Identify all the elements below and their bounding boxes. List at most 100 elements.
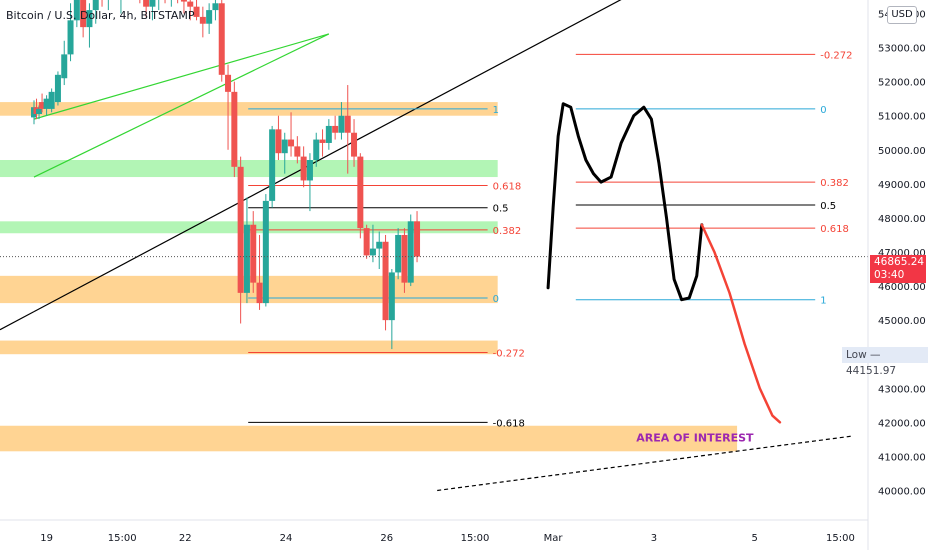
fib-0-label-4: 0 bbox=[493, 294, 499, 305]
candle-body-56 bbox=[382, 241, 389, 321]
price-tick-5: 49000.00 bbox=[878, 180, 926, 191]
candle-body-47 bbox=[325, 125, 332, 143]
candle-body-44 bbox=[306, 160, 313, 181]
price-tick-8: 46000.00 bbox=[878, 282, 926, 293]
last-price-value: 46865.24 bbox=[874, 256, 925, 268]
candle-body-50 bbox=[344, 115, 351, 133]
price-tick-4: 50000.00 bbox=[878, 146, 926, 157]
candle-body-57 bbox=[388, 272, 395, 321]
candle-body-34 bbox=[243, 224, 250, 293]
fib-0-label-2: 0.5 bbox=[493, 204, 509, 215]
fib-1-label-1: -0.272 bbox=[820, 50, 852, 61]
candle-body-49 bbox=[338, 115, 345, 133]
candle-body-24 bbox=[180, 0, 187, 2]
low-value: 44151.97 bbox=[846, 365, 897, 377]
time-tick-3: 24 bbox=[280, 533, 293, 544]
candle-body-46 bbox=[319, 139, 326, 143]
candle-body-28 bbox=[206, 10, 213, 24]
price-tick-12: 42000.00 bbox=[878, 418, 926, 429]
trendline-0-extension bbox=[0, 311, 35, 331]
candle-body-26 bbox=[193, 6, 200, 17]
candle-body-12 bbox=[92, 0, 99, 11]
price-tick-1: 53000.00 bbox=[878, 44, 926, 55]
trendline-1 bbox=[33, 33, 330, 178]
time-tick-2: 22 bbox=[179, 533, 192, 544]
fib-0-label-6: -0.618 bbox=[493, 418, 525, 429]
candle-body-45 bbox=[313, 139, 320, 161]
price-tick-13: 41000.00 bbox=[878, 452, 926, 463]
candle-body-39 bbox=[275, 129, 282, 154]
price-tick-9: 45000.00 bbox=[878, 316, 926, 327]
candle-body-40 bbox=[281, 139, 288, 154]
candle-body-30 bbox=[218, 3, 225, 75]
candle-body-32 bbox=[231, 91, 238, 167]
time-tick-1: 15:00 bbox=[108, 533, 137, 544]
price-tick-3: 51000.00 bbox=[878, 112, 926, 123]
low-label: Low bbox=[846, 349, 867, 361]
candle-body-2 bbox=[36, 108, 43, 115]
fib-0-label-3: 0.382 bbox=[493, 226, 522, 237]
candle-body-36 bbox=[256, 282, 263, 304]
drawn-m-pattern bbox=[546, 102, 704, 302]
candle-body-51 bbox=[351, 132, 358, 157]
time-tick-6: Mar bbox=[544, 533, 564, 544]
price-tick-2: 52000.00 bbox=[878, 78, 926, 89]
time-tick-7: 3 bbox=[651, 533, 657, 544]
candle-body-61 bbox=[414, 221, 421, 257]
time-tick-5: 15:00 bbox=[461, 533, 490, 544]
candle-body-43 bbox=[300, 156, 307, 181]
candle-body-8 bbox=[67, 20, 74, 55]
zone-green-1 bbox=[0, 160, 498, 178]
candle-body-52 bbox=[357, 156, 364, 229]
candle-body-54 bbox=[369, 248, 376, 256]
candle-body-4 bbox=[43, 98, 50, 109]
candle-body-5 bbox=[48, 91, 55, 109]
chart-title: Bitcoin / U.S. Dollar, 4h, BITSTAMP bbox=[6, 9, 195, 22]
candle-body-7 bbox=[61, 54, 68, 79]
fib-1-label-5: 0.618 bbox=[820, 224, 849, 235]
candle-body-37 bbox=[262, 200, 269, 304]
candle-body-19 bbox=[149, 0, 156, 7]
candle-body-35 bbox=[250, 224, 257, 283]
candle-body-29 bbox=[212, 3, 219, 11]
currency-button[interactable]: USD bbox=[887, 6, 917, 24]
projection-path bbox=[700, 223, 782, 424]
price-tick-7: 47000.00 bbox=[878, 248, 926, 259]
candle-body-31 bbox=[225, 74, 232, 92]
trendline-0 bbox=[33, 0, 622, 313]
last-price-tag: 46865.24 03:40 bbox=[870, 255, 926, 283]
candle-body-58 bbox=[395, 234, 402, 273]
zone-orange-5 bbox=[0, 425, 738, 452]
candle-body-59 bbox=[401, 234, 408, 283]
candle-body-10 bbox=[80, 0, 87, 28]
price-tick-11: 43000.00 bbox=[878, 384, 926, 395]
fib-1-label-6: 1 bbox=[820, 296, 826, 307]
candle-body-55 bbox=[376, 241, 383, 249]
candle-body-41 bbox=[288, 139, 295, 147]
candle-body-9 bbox=[73, 0, 80, 21]
fib-1-label-4: 0.5 bbox=[820, 201, 836, 212]
candle-body-42 bbox=[294, 146, 301, 157]
plot-area: 10.6180.50.3820-0.272-0.618-0.618-0.2720… bbox=[0, 0, 868, 492]
fib-0-label-1: 0.618 bbox=[493, 182, 522, 193]
trendline-2 bbox=[33, 33, 330, 120]
candle-body-18 bbox=[143, 0, 150, 7]
time-tick-9: 15:00 bbox=[826, 533, 855, 544]
candle-body-6 bbox=[54, 74, 61, 103]
area-of-interest-label: AREA OF INTEREST bbox=[636, 432, 754, 445]
zone-orange-4 bbox=[0, 340, 498, 355]
candle-body-60 bbox=[407, 221, 414, 283]
time-tick-4: 26 bbox=[380, 533, 393, 544]
candle-body-3 bbox=[39, 102, 46, 109]
fib-0-label-0: 1 bbox=[493, 105, 499, 116]
candle-body-11 bbox=[86, 10, 93, 28]
bar-countdown: 03:40 bbox=[874, 269, 905, 281]
price-tick-6: 48000.00 bbox=[878, 214, 926, 225]
time-tick-0: 19 bbox=[40, 533, 53, 544]
candle-body-38 bbox=[269, 129, 276, 201]
candle-body-27 bbox=[199, 16, 206, 24]
fib-0-label-5: -0.272 bbox=[493, 348, 525, 359]
fib-1-label-3: 0.382 bbox=[820, 178, 849, 189]
fib-1-label-2: 0 bbox=[820, 105, 826, 116]
